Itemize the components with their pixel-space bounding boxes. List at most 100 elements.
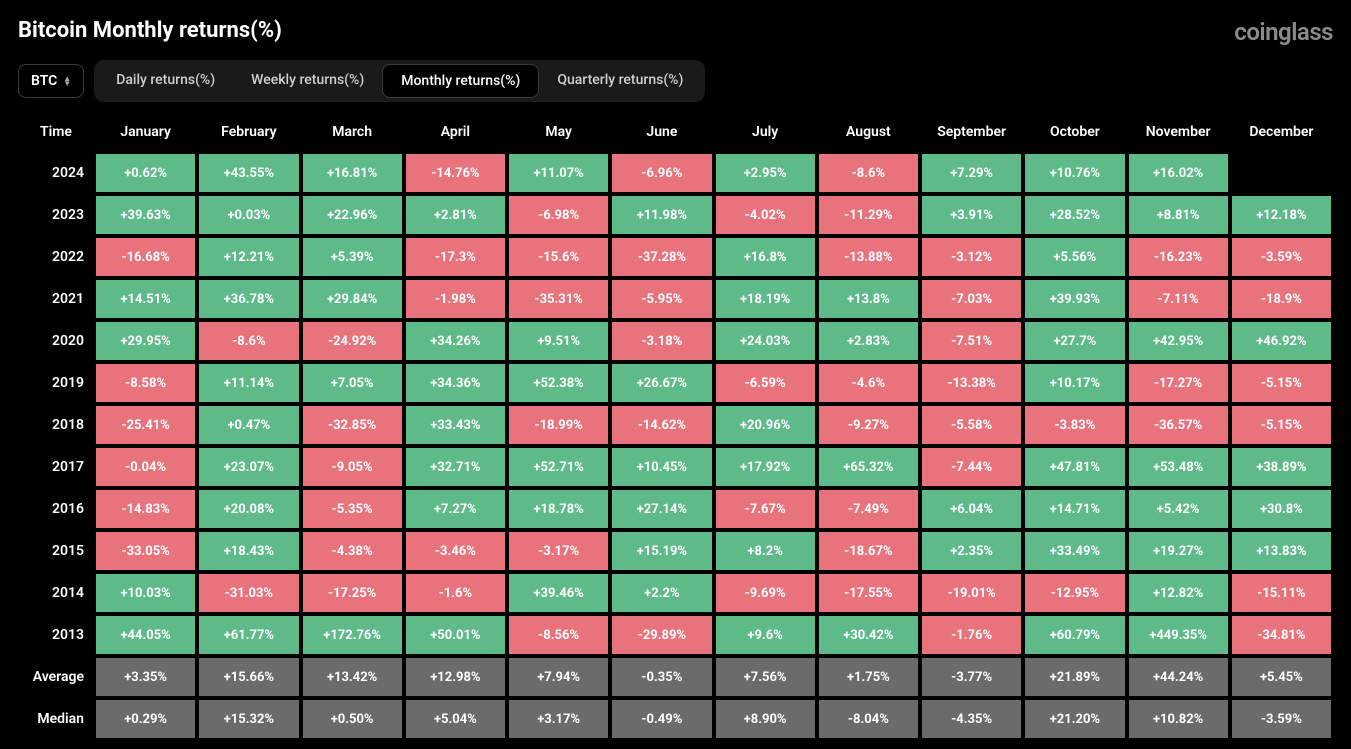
data-cell: +17.92% [714,446,817,488]
data-cell: -5.95% [610,278,713,320]
data-cell: -4.38% [301,530,404,572]
data-cell: +12.18% [1230,194,1333,236]
data-cell: -25.41% [94,404,197,446]
summary-cell: +3.35% [94,656,197,698]
data-cell: +36.78% [197,278,300,320]
data-cell: -5.35% [301,488,404,530]
col-header-month: June [610,116,713,152]
data-cell: +16.81% [301,152,404,194]
data-cell: -7.44% [920,446,1023,488]
page-title: Bitcoin Monthly returns(%) [18,18,282,43]
data-cell: +19.27% [1127,530,1230,572]
data-cell: -17.27% [1127,362,1230,404]
row-header: 2015 [18,530,94,572]
data-cell: +52.71% [507,446,610,488]
tab-daily-returns[interactable]: Daily returns(%) [98,64,233,98]
tab-weekly-returns[interactable]: Weekly returns(%) [233,64,382,98]
data-cell: +2.81% [404,194,507,236]
data-cell: +53.48% [1127,446,1230,488]
data-cell: -7.51% [920,320,1023,362]
data-cell: -1.76% [920,614,1023,656]
data-cell: +18.78% [507,488,610,530]
data-cell: +449.35% [1127,614,1230,656]
data-cell: +20.96% [714,404,817,446]
tabs-group: Daily returns(%)Weekly returns(%)Monthly… [94,60,705,102]
summary-cell: +0.50% [301,698,404,740]
data-cell: +39.63% [94,194,197,236]
data-cell: +33.43% [404,404,507,446]
data-cell: +8.81% [1127,194,1230,236]
data-cell: +29.95% [94,320,197,362]
data-cell: +60.79% [1023,614,1126,656]
data-cell: +27.7% [1023,320,1126,362]
data-cell: +30.42% [817,614,920,656]
data-cell: -14.62% [610,404,713,446]
summary-cell: -3.77% [920,656,1023,698]
summary-cell: +8.90% [714,698,817,740]
col-header-month: August [817,116,920,152]
data-cell: +14.51% [94,278,197,320]
summary-cell: +15.32% [197,698,300,740]
summary-cell: -0.35% [610,656,713,698]
data-cell: -11.29% [817,194,920,236]
data-cell: -9.69% [714,572,817,614]
data-cell: +22.96% [301,194,404,236]
data-cell: +65.32% [817,446,920,488]
col-header-time: Time [18,116,94,152]
data-cell: +27.14% [610,488,713,530]
data-cell: +38.89% [1230,446,1333,488]
data-cell: -3.17% [507,530,610,572]
row-header: 2016 [18,488,94,530]
summary-cell: +5.04% [404,698,507,740]
data-cell: +13.83% [1230,530,1333,572]
data-cell: -15.6% [507,236,610,278]
data-cell: +39.93% [1023,278,1126,320]
data-cell: +23.07% [197,446,300,488]
data-cell: +44.05% [94,614,197,656]
row-header: 2022 [18,236,94,278]
col-header-month: September [920,116,1023,152]
data-cell: -16.23% [1127,236,1230,278]
row-header: 2023 [18,194,94,236]
sort-arrows-icon: ▲▼ [63,76,71,86]
data-cell: +18.43% [197,530,300,572]
coin-selector-label: BTC [31,73,57,89]
data-cell: +43.55% [197,152,300,194]
data-cell: +24.03% [714,320,817,362]
row-header: 2014 [18,572,94,614]
row-header: 2017 [18,446,94,488]
row-header: 2018 [18,404,94,446]
summary-cell: -0.49% [610,698,713,740]
data-cell: -3.12% [920,236,1023,278]
data-cell: -32.85% [301,404,404,446]
data-cell: +9.6% [714,614,817,656]
returns-table: TimeJanuaryFebruaryMarchAprilMayJuneJuly… [18,116,1333,740]
data-cell: +5.56% [1023,236,1126,278]
data-cell: -6.59% [714,362,817,404]
data-cell: +47.81% [1023,446,1126,488]
row-header: Average [18,656,94,698]
col-header-month: February [197,116,300,152]
tab-quarterly-returns[interactable]: Quarterly returns(%) [539,64,701,98]
summary-cell: -3.59% [1230,698,1333,740]
data-cell: -6.96% [610,152,713,194]
data-cell: +52.38% [507,362,610,404]
summary-cell: +21.89% [1023,656,1126,698]
data-cell: -35.31% [507,278,610,320]
summary-cell: +1.75% [817,656,920,698]
data-cell: +29.84% [301,278,404,320]
data-cell: -8.6% [197,320,300,362]
data-cell: +34.36% [404,362,507,404]
data-cell: -8.56% [507,614,610,656]
data-cell: -24.92% [301,320,404,362]
tab-monthly-returns[interactable]: Monthly returns(%) [382,64,539,98]
data-cell: +28.52% [1023,194,1126,236]
data-cell: -18.99% [507,404,610,446]
data-cell: +33.49% [1023,530,1126,572]
data-cell: +7.29% [920,152,1023,194]
data-cell: -15.11% [1230,572,1333,614]
data-cell: -7.03% [920,278,1023,320]
data-cell: +30.8% [1230,488,1333,530]
data-cell: -18.67% [817,530,920,572]
coin-selector[interactable]: BTC ▲▼ [18,64,84,98]
